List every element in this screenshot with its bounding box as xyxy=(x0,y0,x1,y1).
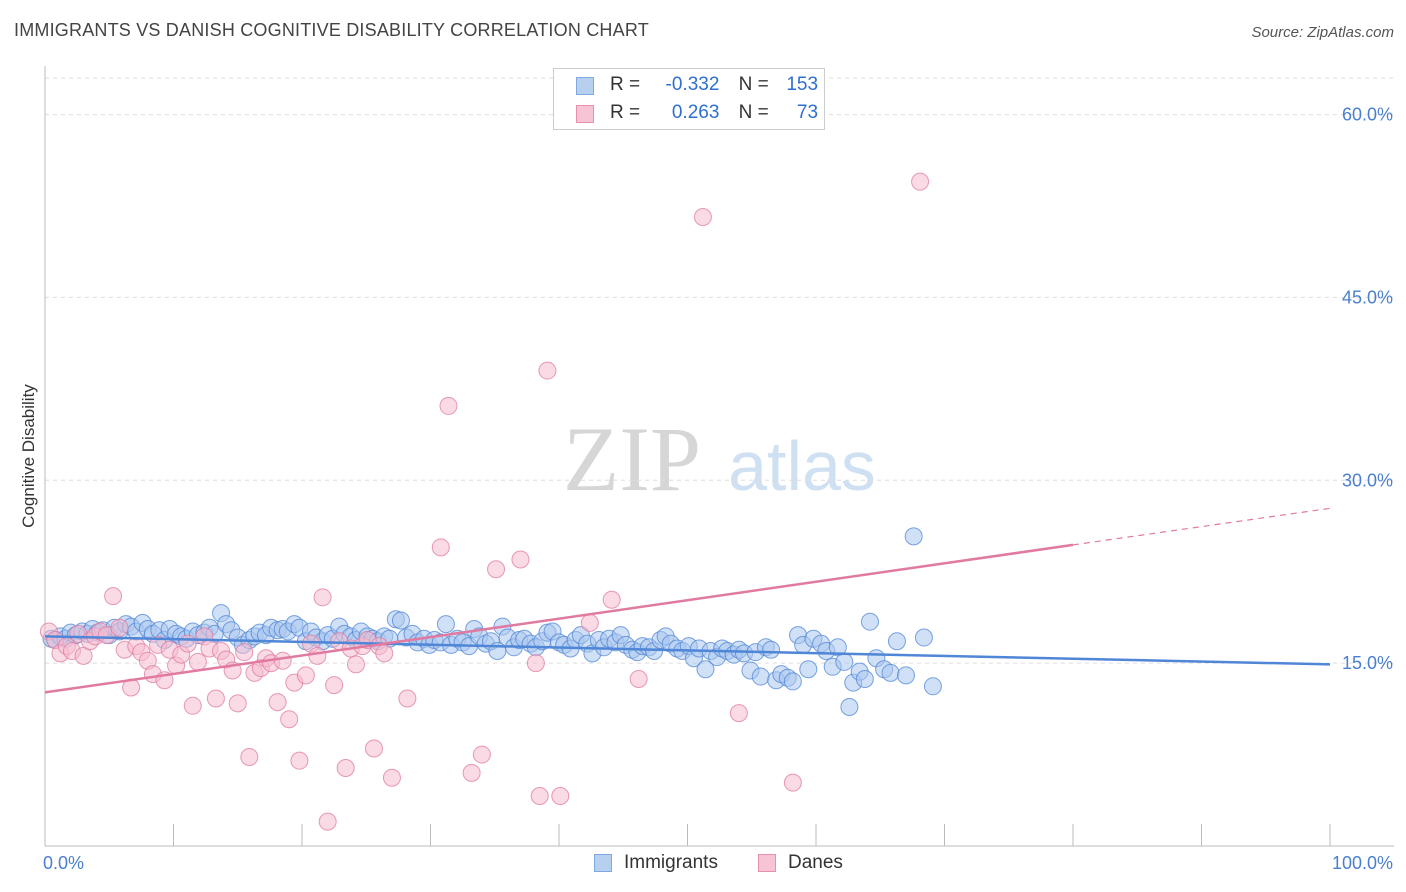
immigrants-point xyxy=(762,640,781,659)
danes-point xyxy=(364,739,383,758)
danes-point xyxy=(318,812,337,831)
danes-point xyxy=(290,751,309,770)
tick-labels: 15.0% 30.0% 45.0% 60.0% 0.0% 100.0% xyxy=(43,105,1393,873)
y-tick-label: 15.0% xyxy=(1342,653,1393,673)
danes-point xyxy=(487,560,506,579)
danes-point xyxy=(511,550,530,569)
immigrants-point xyxy=(799,660,818,679)
watermark-zip: ZIP xyxy=(563,408,701,510)
danes-point xyxy=(602,590,621,609)
immigrants-point xyxy=(696,660,715,679)
danes-point xyxy=(783,773,802,792)
danes-point xyxy=(526,654,545,673)
danes-point xyxy=(273,651,292,670)
danes-point xyxy=(629,669,648,688)
source-credit: Source: ZipAtlas.com xyxy=(1251,24,1394,41)
danes-point xyxy=(472,745,491,764)
legend-n-value-danes: 73 xyxy=(796,102,819,123)
correlation-legend: R = -0.332 N = 153 R = 0.263 N = 73 xyxy=(553,68,825,130)
danes-point xyxy=(313,588,332,607)
danes-point xyxy=(183,696,202,715)
legend-swatch-immigrants xyxy=(576,77,594,95)
gridlines xyxy=(45,77,1394,664)
danes-point xyxy=(206,689,225,708)
danes-point xyxy=(268,693,287,712)
bottom-legend-label: Danes xyxy=(788,852,843,873)
x-tick-label: 100.0% xyxy=(1332,853,1393,873)
danes-point xyxy=(693,207,712,226)
legend-n-value-immigrants: 153 xyxy=(786,74,819,95)
bottom-legend-label: Immigrants xyxy=(624,852,718,873)
danes-point xyxy=(296,666,315,685)
danes-point xyxy=(325,676,344,695)
legend-n-label: N = xyxy=(738,74,769,95)
legend-r-value-immigrants: -0.332 xyxy=(665,74,720,95)
watermark-atlas: atlas xyxy=(728,427,876,505)
danes-point xyxy=(382,768,401,787)
bottom-swatch-danes xyxy=(758,854,776,872)
immigrants-point xyxy=(881,663,900,682)
chart-title: IMMIGRANTS VS DANISH COGNITIVE DISABILIT… xyxy=(14,20,649,40)
danes-point xyxy=(104,587,123,606)
danes-point xyxy=(911,172,930,191)
danes-point xyxy=(240,748,259,767)
danes-point xyxy=(346,655,365,674)
danes-point xyxy=(375,644,394,663)
danes-point xyxy=(439,396,458,415)
danes-point xyxy=(580,613,599,632)
danes-point xyxy=(336,758,355,777)
legend-r-value-danes: 0.263 xyxy=(671,102,720,123)
immigrants-point xyxy=(783,672,802,691)
danes-trend-line xyxy=(44,543,1074,694)
y-tick-label: 45.0% xyxy=(1342,287,1393,307)
danes-trend-extension xyxy=(1072,507,1331,546)
immigrants-point xyxy=(835,652,854,671)
bottom-swatch-immigrants xyxy=(594,854,612,872)
immigrants-point xyxy=(914,628,933,647)
axes xyxy=(44,66,1394,847)
immigrants-point xyxy=(751,667,770,686)
danes-point xyxy=(462,763,481,782)
danes-point xyxy=(188,652,207,671)
legend-r-label: R = xyxy=(610,102,641,123)
immigrants-point xyxy=(840,698,859,717)
immigrants-point xyxy=(896,666,915,685)
danes-point xyxy=(308,646,327,665)
immigrants-trend-line xyxy=(44,635,1331,666)
danes-point xyxy=(530,787,549,806)
immigrants-point xyxy=(391,611,410,630)
immigrants-point xyxy=(855,669,874,688)
immigrants-point xyxy=(436,615,455,634)
danes-point xyxy=(178,634,197,653)
trend-lines xyxy=(44,507,1331,694)
x-tick-label: 0.0% xyxy=(43,853,84,873)
y-axis-label: Cognitive Disability xyxy=(19,384,38,528)
immigrants-point xyxy=(887,632,906,651)
legend-swatch-danes xyxy=(576,105,594,123)
y-tick-label: 60.0% xyxy=(1342,105,1393,125)
immigrants-point xyxy=(904,527,923,546)
danes-point xyxy=(228,694,247,713)
danes-point xyxy=(538,361,557,380)
legend-n-label: N = xyxy=(738,102,769,123)
immigrants-point xyxy=(923,677,942,696)
danes-point xyxy=(729,704,748,723)
danes-point xyxy=(551,787,570,806)
danes-point xyxy=(280,710,299,729)
legend-r-label: R = xyxy=(610,74,641,95)
danes-point xyxy=(431,538,450,557)
danes-point xyxy=(110,618,129,637)
immigrants-point xyxy=(860,612,879,631)
danes-point xyxy=(398,689,417,708)
y-tick-label: 30.0% xyxy=(1342,470,1393,490)
danes-point xyxy=(235,643,254,662)
